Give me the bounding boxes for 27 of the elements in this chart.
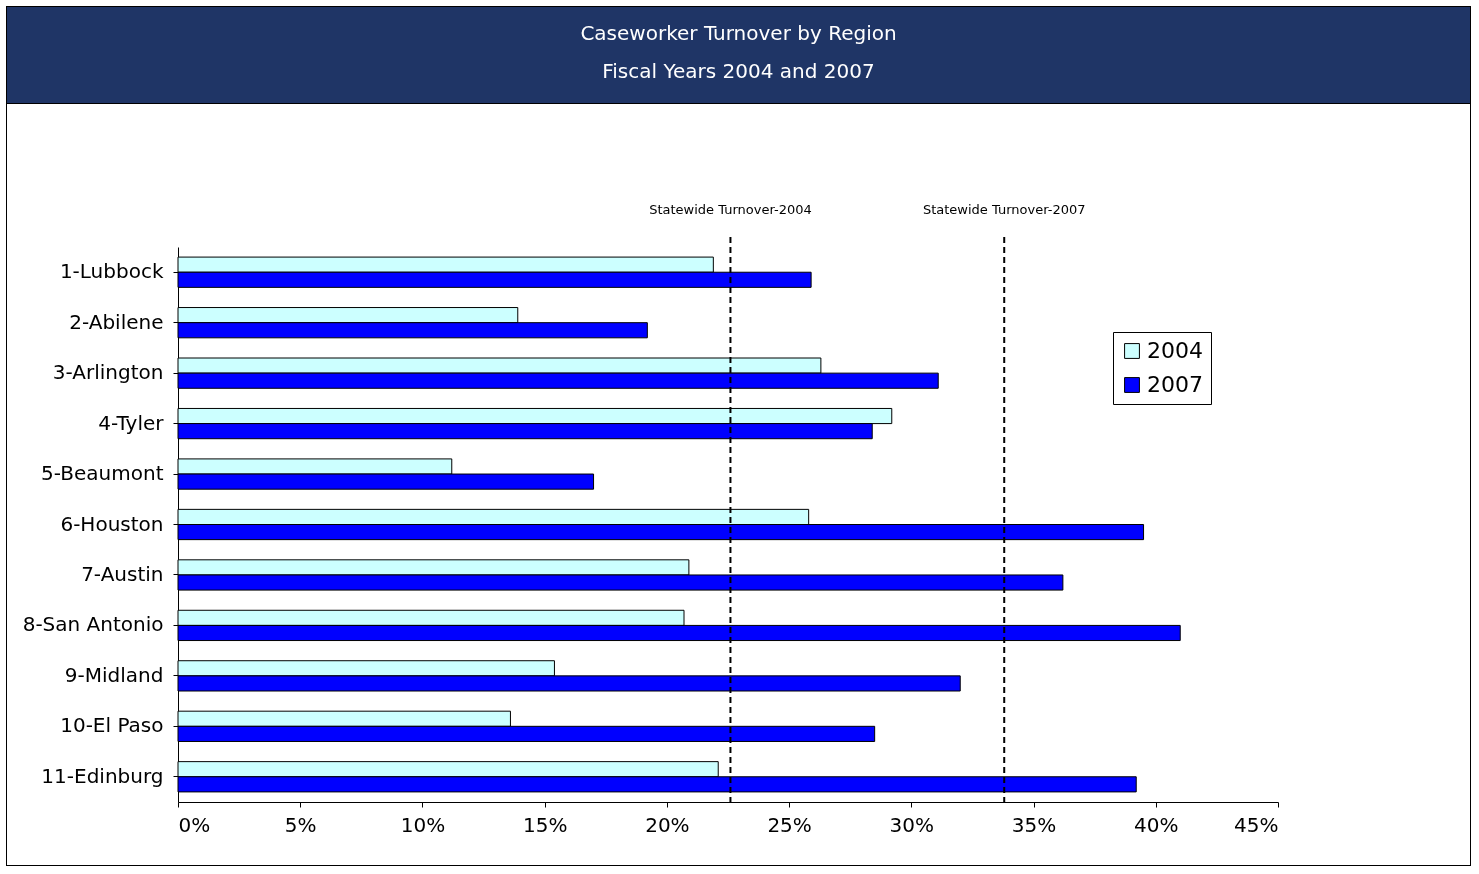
legend-label: 2007: [1147, 372, 1203, 397]
y-tick-label: 3-Arlington: [52, 360, 164, 385]
ref-line-label: Statewide Turnover-2004: [649, 202, 812, 217]
y-tick-label: 1-Lubbock: [59, 259, 164, 284]
x-tick-label: 25%: [767, 812, 812, 837]
x-tick-label: 10%: [400, 812, 446, 837]
x-tick-label: 15%: [522, 812, 568, 837]
x-tick-label: 45%: [1234, 812, 1279, 837]
y-tick-label: 4-Tyler: [98, 410, 165, 435]
legend-label: 2004: [1147, 338, 1203, 363]
y-tick-label: 7-Austin: [81, 561, 164, 586]
x-tick-label: 20%: [645, 812, 690, 837]
y-tick-label: 10-El Paso: [60, 713, 164, 738]
ref-line-label: Statewide Turnover-2007: [922, 202, 1086, 217]
chart-title: Caseworker Turnover by Region: [579, 20, 898, 45]
y-tick-label: 2-Abilene: [69, 309, 164, 334]
x-tick-label: 35%: [1011, 812, 1057, 837]
y-tick-label: 6-Houston: [60, 511, 164, 536]
y-tick-label: 11-Edinburg: [41, 763, 164, 788]
x-tick-label: 0%: [178, 812, 211, 837]
x-tick-label: 40%: [1134, 812, 1179, 837]
y-tick-label: 8-San Antonio: [22, 612, 164, 637]
chart-subtitle: Fiscal Years 2004 and 2007: [601, 58, 876, 83]
x-tick-label: 30%: [889, 812, 935, 837]
x-tick-label: 5%: [284, 812, 317, 837]
y-tick-label: 5-Beaumont: [41, 461, 164, 486]
y-tick-label: 9-Midland: [64, 662, 164, 687]
